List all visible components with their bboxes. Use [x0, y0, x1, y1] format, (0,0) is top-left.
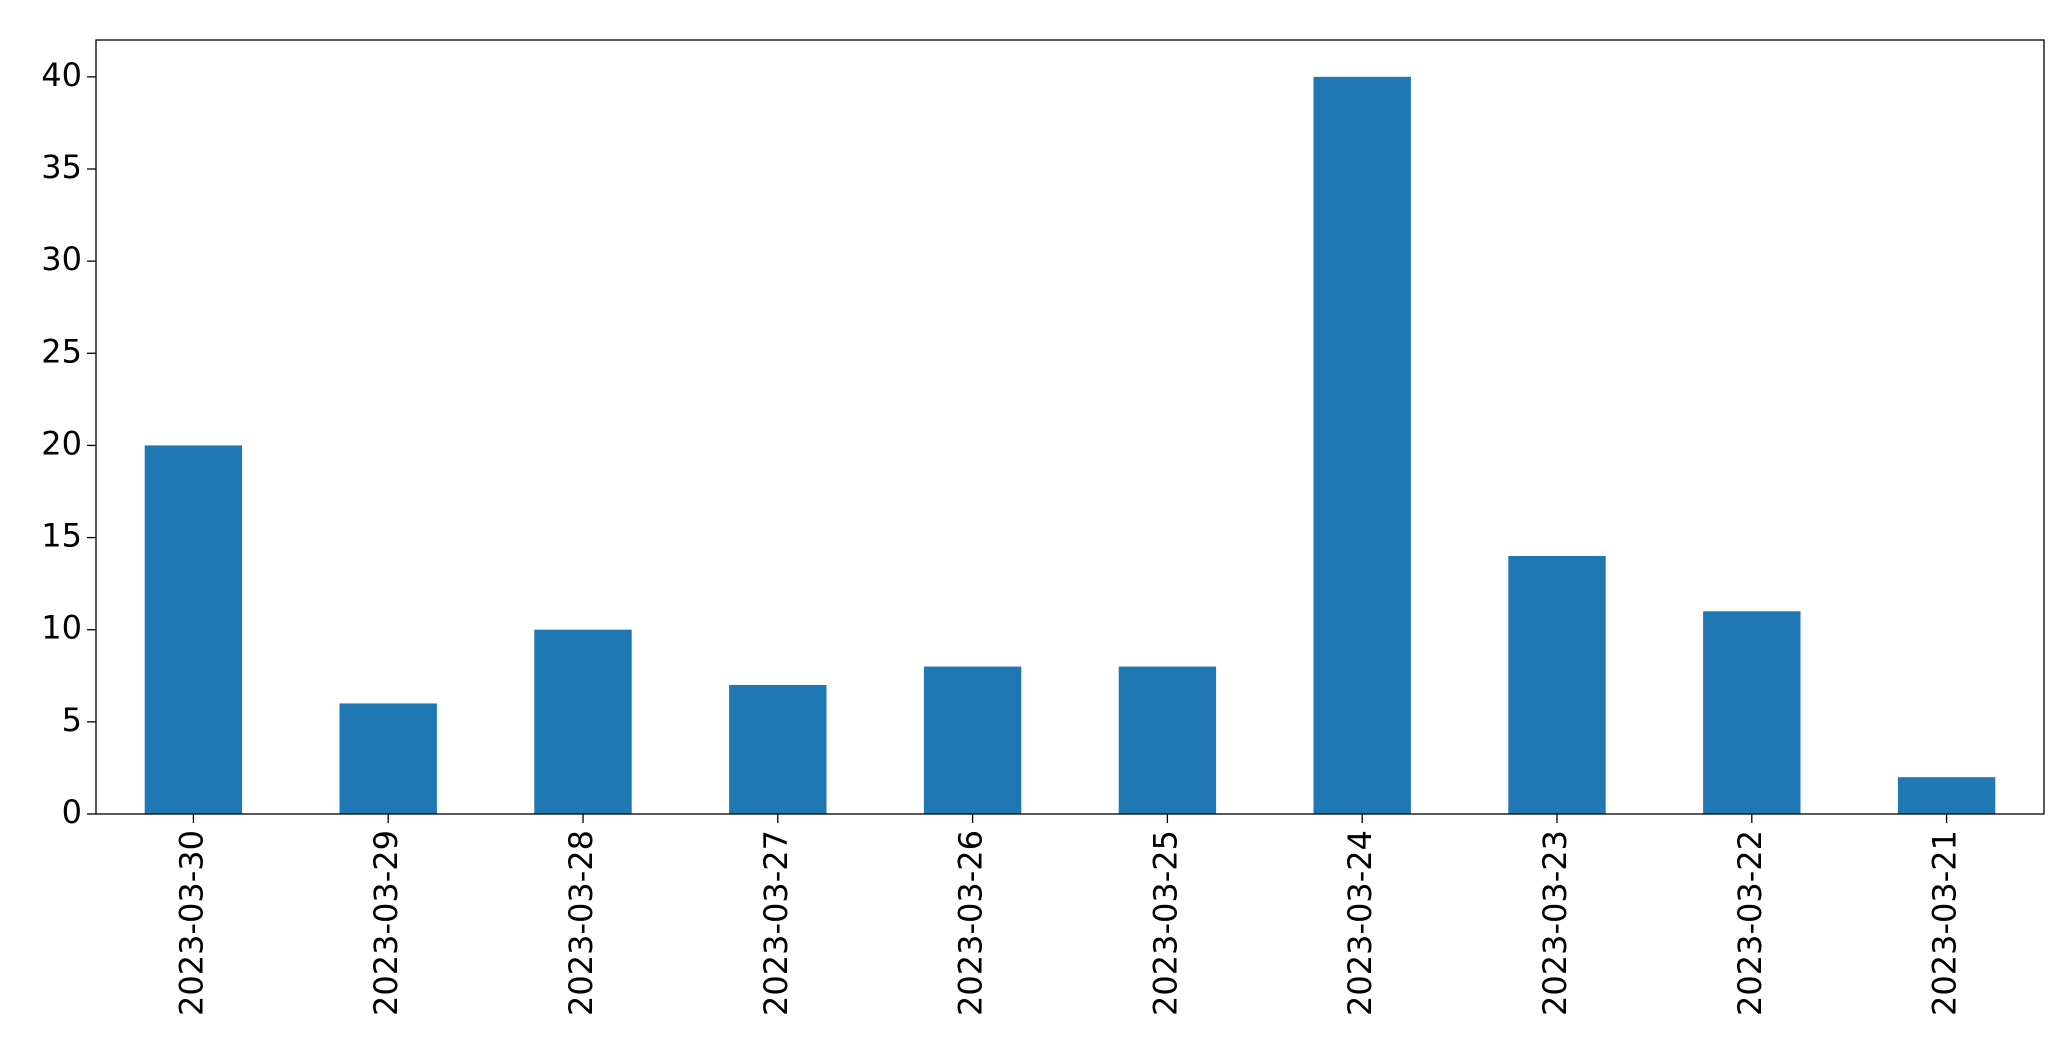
y-tick-label: 15 [41, 517, 82, 555]
y-tick-label: 30 [41, 240, 82, 278]
y-tick-label: 0 [62, 793, 82, 831]
x-tick-label: 2023-03-21 [1926, 830, 1964, 1016]
x-tick-label: 2023-03-26 [952, 830, 990, 1016]
bar [339, 703, 437, 814]
y-tick-label: 35 [41, 148, 82, 186]
bar [534, 629, 632, 814]
x-tick-label: 2023-03-25 [1146, 830, 1184, 1016]
bar [923, 666, 1022, 814]
x-tick-label: 2023-03-22 [1731, 830, 1769, 1016]
x-tick-label: 2023-03-28 [562, 830, 600, 1016]
y-tick-label: 5 [62, 701, 82, 739]
y-tick-label: 10 [41, 609, 82, 647]
y-tick-label: 20 [41, 424, 82, 462]
x-tick-label: 2023-03-24 [1341, 830, 1379, 1016]
y-tick-label: 40 [41, 56, 82, 94]
x-tick-label: 2023-03-30 [172, 830, 210, 1016]
bar [1508, 556, 1606, 814]
bar [1703, 611, 1801, 814]
bar [729, 685, 827, 814]
y-tick-label: 25 [41, 332, 82, 370]
bar [1313, 76, 1411, 815]
plot-frame [95, 39, 2045, 815]
x-tick-label: 2023-03-23 [1536, 830, 1574, 1016]
bar [144, 445, 243, 814]
x-tick-label: 2023-03-27 [757, 830, 795, 1016]
bar [1897, 777, 1996, 814]
bar [1118, 666, 1217, 814]
x-tick-label: 2023-03-29 [367, 830, 405, 1016]
